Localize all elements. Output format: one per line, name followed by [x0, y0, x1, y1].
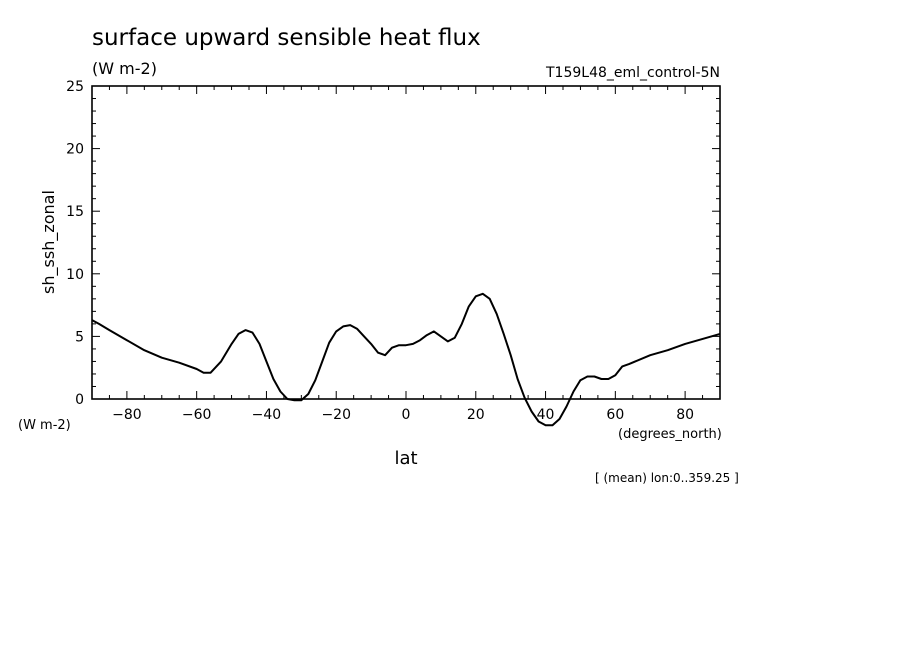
- series-line: [91, 292, 721, 427]
- x-units-label: (degrees_north): [618, 427, 722, 442]
- x-tick-label: 80: [676, 407, 694, 423]
- x-tick-label: −80: [112, 407, 142, 423]
- y-tick-label: 25: [66, 79, 84, 95]
- y-tick-label: 15: [66, 204, 84, 220]
- x-tick-label: 40: [537, 407, 555, 423]
- y-tick-label: 10: [66, 267, 84, 283]
- x-tick-label: −20: [321, 407, 351, 423]
- y-units-label: (W m-2): [18, 418, 71, 433]
- x-tick-label: −60: [182, 407, 212, 423]
- x-axis-label: lat: [394, 448, 417, 469]
- plot-frame: [91, 85, 721, 400]
- axis-tick-labels: −80 −60 −40 −20 0 20 40 60 80 0 5 10 15 20 25: [66, 79, 694, 423]
- x-tick-label: 0: [402, 407, 411, 423]
- chart-title: surface upward sensible heat flux: [92, 25, 481, 51]
- x-tick-label: 20: [467, 407, 485, 423]
- x-tick-label: 60: [606, 407, 624, 423]
- x-tick-label: −40: [252, 407, 282, 423]
- dataset-label: T159L48_eml_control-5N: [545, 65, 720, 81]
- footnote: [ (mean) lon:0..359.25 ]: [595, 471, 739, 485]
- axis-ticks: [91, 85, 721, 400]
- title-units: (W m-2): [92, 59, 157, 78]
- y-tick-label: 20: [66, 142, 84, 158]
- y-tick-label: 0: [75, 392, 84, 408]
- y-axis-label: sh_ssh_zonal: [39, 190, 59, 294]
- y-tick-label: 5: [75, 329, 84, 345]
